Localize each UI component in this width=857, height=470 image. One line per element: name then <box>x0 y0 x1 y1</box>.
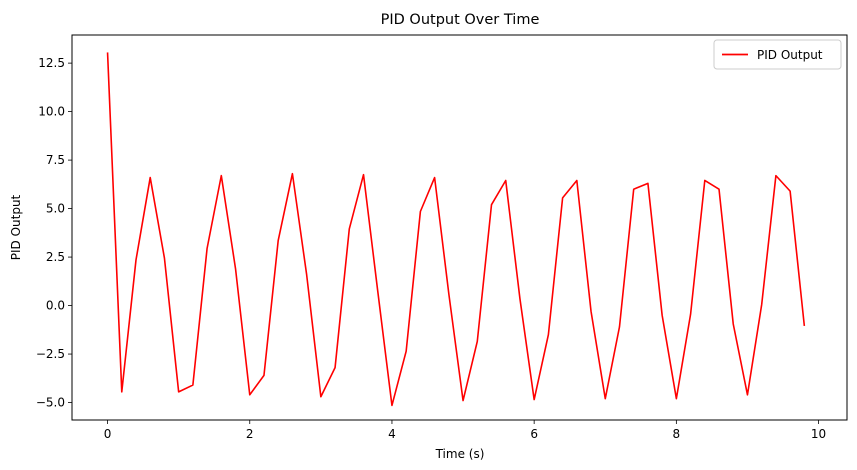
legend-label-pid-output: PID Output <box>757 48 823 62</box>
y-axis: −5.0 −2.5 0.0 2.5 5.0 7.5 10.0 12.5 <box>36 56 72 410</box>
legend-box <box>713 39 842 70</box>
y-tick-label: −2.5 <box>36 347 65 361</box>
series-line-pid-output <box>106 52 806 407</box>
x-tick-label: 0 <box>104 427 112 441</box>
x-tick-label: 4 <box>388 427 396 441</box>
y-tick-label: 7.5 <box>46 153 65 167</box>
x-tick-label: 8 <box>673 427 681 441</box>
series-layer <box>106 52 806 407</box>
y-tick-label: 0.0 <box>46 299 65 313</box>
y-tick-label: 2.5 <box>46 250 65 264</box>
plot-area <box>71 34 848 421</box>
y-tick-label: −5.0 <box>36 396 65 410</box>
y-tick-label: 5.0 <box>46 202 65 216</box>
chart-title: PID Output Over Time <box>381 12 540 28</box>
x-axis-label: Time (s) <box>435 447 485 461</box>
legend: PID Output <box>713 39 842 70</box>
y-tick-label: 10.0 <box>38 105 65 119</box>
y-tick-label: 12.5 <box>38 56 65 70</box>
x-tick-label: 10 <box>811 427 826 441</box>
x-tick-label: 6 <box>530 427 538 441</box>
x-axis: 0 2 4 6 8 10 <box>104 420 826 441</box>
y-axis-label: PID Output <box>9 194 23 260</box>
x-tick-label: 2 <box>246 427 254 441</box>
